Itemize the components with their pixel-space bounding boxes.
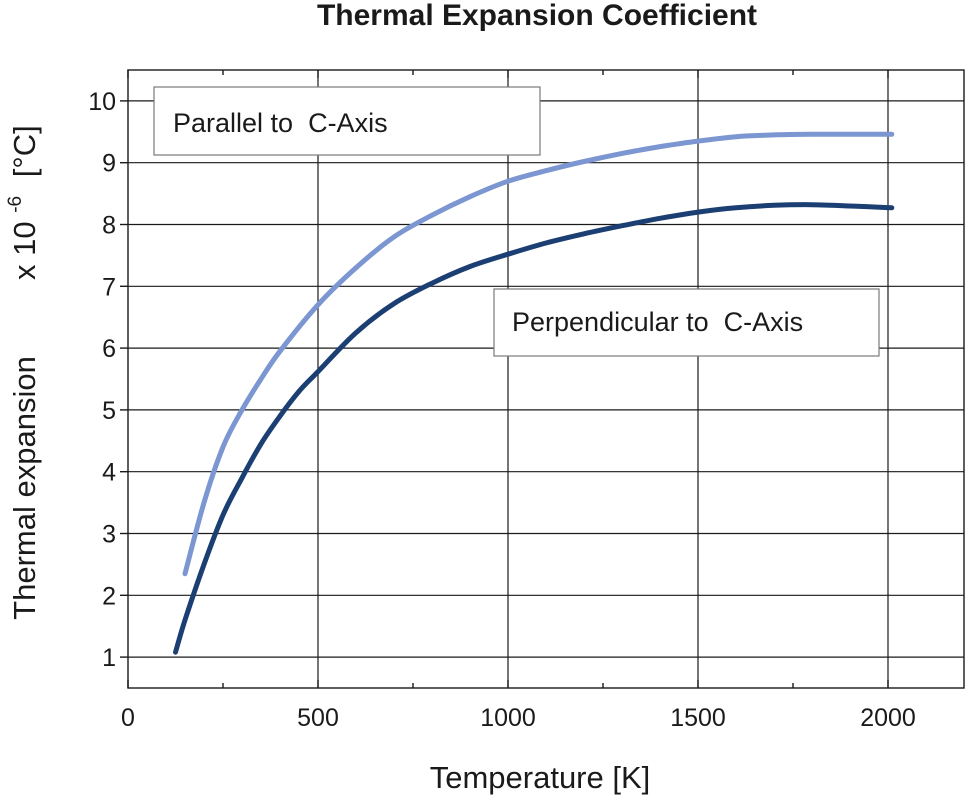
- y-tick-label: 1: [102, 644, 116, 672]
- legend-box-parallel: Parallel to C-Axis: [153, 86, 541, 156]
- x-tick-label: 0: [121, 704, 135, 732]
- y-tick-label: 9: [102, 150, 116, 178]
- y-tick-label: 2: [102, 582, 116, 610]
- y-tick-label: 10: [88, 88, 116, 116]
- annotation-parallel: Parallel to C-Axis: [173, 108, 388, 138]
- y-tick-label: 4: [102, 459, 116, 487]
- legend-box-perpendicular: Perpendicular to C-Axis: [493, 288, 880, 357]
- series-line-parallel: [182, 131, 895, 577]
- y-tick-label: 5: [102, 397, 116, 425]
- annotation-box-perpendicular: [493, 288, 880, 357]
- annotation-perpendicular: Perpendicular to C-Axis: [512, 307, 803, 337]
- y-tick-label: 8: [102, 212, 116, 240]
- y-axis-unit-exponent: -6: [5, 196, 26, 213]
- x-tick-label: 1500: [670, 704, 726, 732]
- grid-lines: [128, 70, 964, 688]
- x-axis-label: Temperature [K]: [430, 760, 651, 795]
- x-tick-label: 1000: [480, 704, 536, 732]
- y-axis-unit-prefix: x 10: [7, 221, 42, 280]
- y-axis-unit-suffix: [°C]: [7, 125, 42, 177]
- y-axis-unit: x 10 -6 [°C]: [0, 125, 42, 280]
- axis-ticks: [120, 70, 889, 688]
- series-line-perpendicular: [173, 202, 895, 655]
- y-tick-label: 3: [102, 521, 116, 549]
- annotation-box-parallel: [153, 86, 541, 156]
- x-tick-label: 2000: [860, 704, 916, 732]
- y-tick-label: 6: [102, 335, 116, 363]
- x-tick-label: 500: [297, 704, 339, 732]
- series-lines: [173, 131, 895, 655]
- y-axis-label: Thermal expansion: [7, 356, 42, 620]
- chart-title: Thermal Expansion Coefficient: [317, 0, 757, 32]
- plot-frame: [127, 69, 965, 689]
- y-tick-labels: 1 2 3 4 5 6 7 8 9 10: [88, 88, 116, 672]
- y-tick-label: 7: [102, 273, 116, 301]
- y-axis-label-group: Thermal expansion x 10 -6 [°C]: [0, 125, 42, 620]
- x-tick-labels: 0 500 1000 1500 2000: [121, 704, 916, 732]
